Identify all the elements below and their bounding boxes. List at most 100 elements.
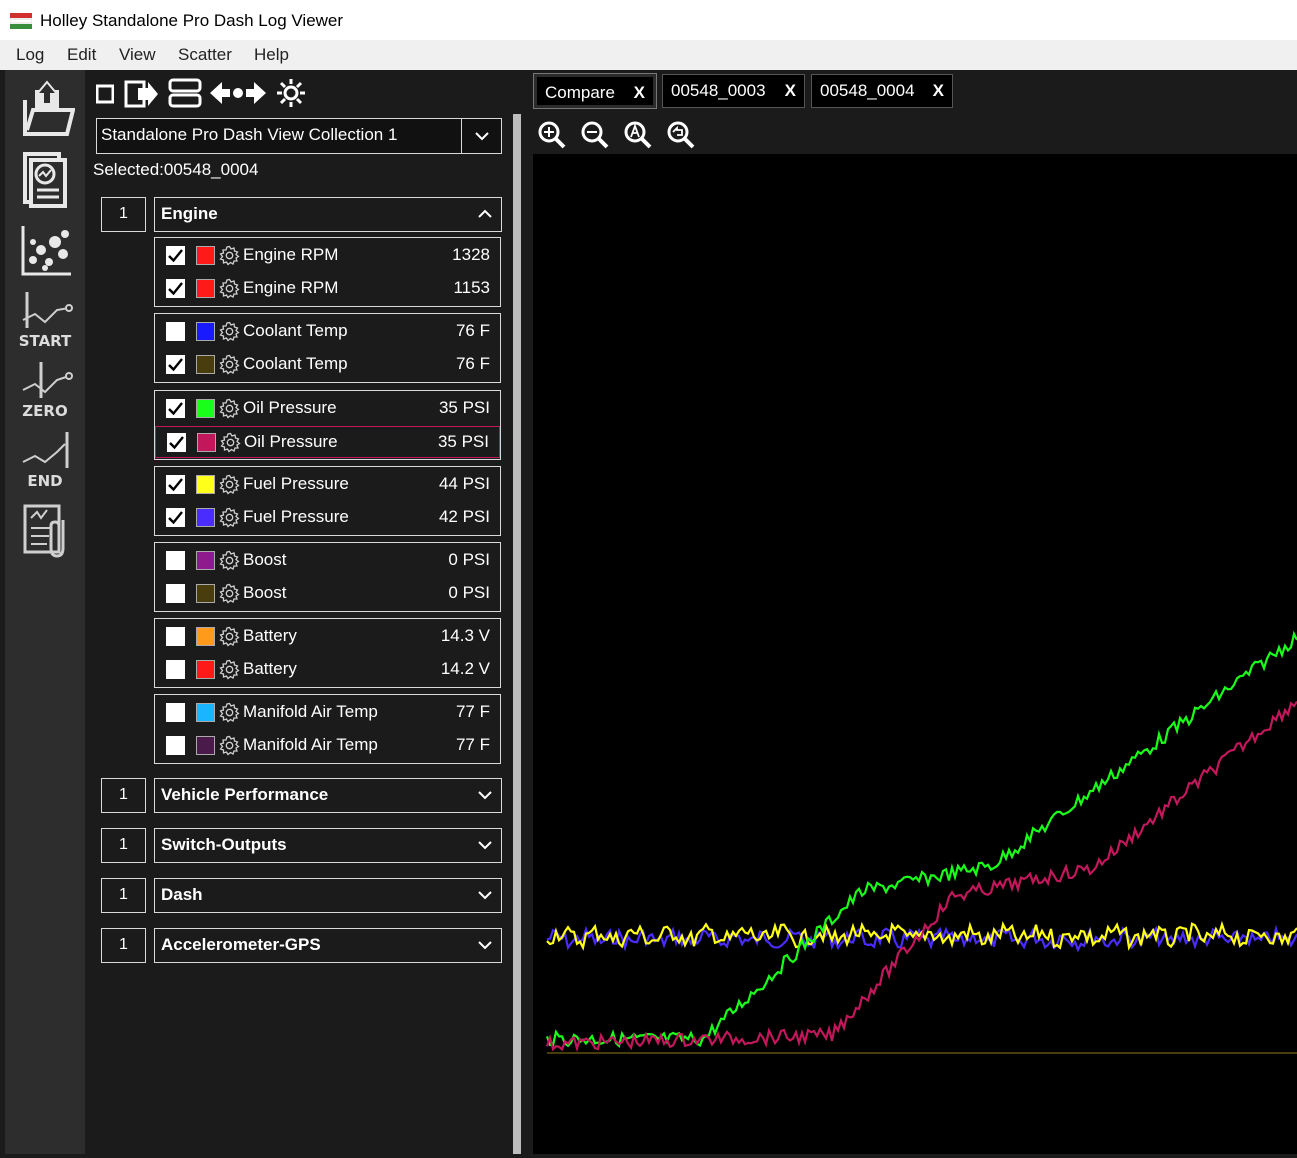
channel-settings-gear-icon[interactable] bbox=[219, 278, 240, 299]
start-label[interactable]: START bbox=[18, 332, 72, 350]
channel-color-swatch[interactable] bbox=[196, 703, 215, 722]
chevron-down-icon[interactable] bbox=[477, 789, 493, 801]
channel-checkbox[interactable] bbox=[166, 627, 185, 646]
channel-settings-gear-icon[interactable] bbox=[219, 507, 240, 528]
settings-gear-icon[interactable] bbox=[274, 78, 308, 108]
tab-00548-0004[interactable]: 00548_0004 X bbox=[811, 74, 953, 108]
chart-plot[interactable] bbox=[533, 154, 1297, 1154]
export-icon[interactable] bbox=[124, 78, 160, 108]
chevron-down-icon[interactable] bbox=[477, 839, 493, 851]
channel-checkbox[interactable] bbox=[166, 703, 185, 722]
channel-row-oil-pressure[interactable]: Oil Pressure 35 PSI bbox=[155, 426, 500, 458]
menu-help[interactable]: Help bbox=[254, 45, 289, 64]
channel-color-swatch[interactable] bbox=[196, 627, 215, 646]
channel-checkbox[interactable] bbox=[166, 246, 185, 265]
menu-scatter[interactable]: Scatter bbox=[178, 45, 232, 64]
channel-row-coolant-temp[interactable]: Coolant Temp 76 F bbox=[155, 316, 500, 348]
channel-checkbox[interactable] bbox=[167, 433, 186, 452]
group-header-switch-outputs[interactable]: Switch-Outputs bbox=[154, 828, 502, 863]
view-collection-dropdown-button[interactable] bbox=[461, 119, 501, 153]
report-attachment-icon[interactable] bbox=[19, 500, 75, 560]
channel-color-swatch[interactable] bbox=[196, 399, 215, 418]
channel-settings-gear-icon[interactable] bbox=[219, 321, 240, 342]
channel-checkbox[interactable] bbox=[166, 399, 185, 418]
channel-checkbox[interactable] bbox=[166, 355, 185, 374]
tab-close-button[interactable]: X bbox=[633, 83, 645, 102]
channel-row-boost[interactable]: Boost 0 PSI bbox=[155, 578, 500, 610]
zoom-auto-icon[interactable] bbox=[623, 120, 653, 150]
channel-row-engine-rpm[interactable]: Engine RPM 1328 bbox=[155, 240, 500, 272]
channel-row-fuel-pressure[interactable]: Fuel Pressure 44 PSI bbox=[155, 469, 500, 501]
tab-00548-0003[interactable]: 00548_0003 X bbox=[662, 74, 805, 108]
start-marker-icon[interactable] bbox=[19, 290, 75, 330]
channel-row-engine-rpm[interactable]: Engine RPM 1153 bbox=[155, 273, 500, 305]
channel-checkbox[interactable] bbox=[166, 584, 185, 603]
channel-settings-gear-icon[interactable] bbox=[219, 398, 240, 419]
chevron-down-icon[interactable] bbox=[477, 939, 493, 951]
channel-checkbox[interactable] bbox=[166, 475, 185, 494]
menu-log[interactable]: Log bbox=[16, 45, 45, 64]
navigate-arrows-icon[interactable] bbox=[208, 78, 268, 108]
view-log-icon[interactable] bbox=[19, 150, 75, 210]
channel-row-battery[interactable]: Battery 14.3 V bbox=[155, 621, 500, 653]
channel-settings-gear-icon[interactable] bbox=[219, 626, 240, 647]
channel-color-swatch[interactable] bbox=[196, 322, 215, 341]
channel-settings-gear-icon[interactable] bbox=[219, 583, 240, 604]
chevron-down-icon[interactable] bbox=[477, 889, 493, 901]
channel-row-manifold-air-temp[interactable]: Manifold Air Temp 77 F bbox=[155, 730, 500, 762]
channel-color-swatch[interactable] bbox=[196, 508, 215, 527]
channel-settings-gear-icon[interactable] bbox=[219, 245, 240, 266]
channel-settings-gear-icon[interactable] bbox=[219, 354, 240, 375]
scatter-plot-icon[interactable] bbox=[19, 220, 75, 280]
channel-color-swatch[interactable] bbox=[196, 584, 215, 603]
channel-color-swatch[interactable] bbox=[196, 355, 215, 374]
log-chart-area[interactable] bbox=[533, 154, 1297, 1154]
channel-checkbox[interactable] bbox=[166, 322, 185, 341]
channel-row-coolant-temp[interactable]: Coolant Temp 76 F bbox=[155, 349, 500, 381]
channel-color-swatch[interactable] bbox=[196, 246, 215, 265]
tab-close-button[interactable]: X bbox=[784, 81, 796, 100]
group-header-dash[interactable]: Dash bbox=[154, 878, 502, 913]
open-log-icon[interactable] bbox=[19, 80, 75, 140]
tab-compare[interactable]: Compare X bbox=[533, 73, 657, 109]
channel-checkbox[interactable] bbox=[166, 736, 185, 755]
channel-settings-gear-icon[interactable] bbox=[219, 659, 240, 680]
group-header-accelerometer-gps[interactable]: Accelerometer-GPS bbox=[154, 928, 502, 963]
zero-label[interactable]: ZERO bbox=[22, 402, 68, 420]
channel-row-battery[interactable]: Battery 14.2 V bbox=[155, 654, 500, 686]
zoom-in-icon[interactable] bbox=[537, 120, 567, 150]
channel-settings-gear-icon[interactable] bbox=[220, 432, 241, 453]
channel-color-swatch[interactable] bbox=[196, 279, 215, 298]
channel-settings-gear-icon[interactable] bbox=[219, 735, 240, 756]
end-label[interactable]: END bbox=[27, 472, 63, 490]
channel-color-swatch[interactable] bbox=[197, 433, 216, 452]
channel-checkbox[interactable] bbox=[166, 551, 185, 570]
channel-settings-gear-icon[interactable] bbox=[219, 550, 240, 571]
zoom-reset-icon[interactable] bbox=[666, 120, 696, 150]
channel-color-swatch[interactable] bbox=[196, 736, 215, 755]
group-header-vehicle-performance[interactable]: Vehicle Performance bbox=[154, 778, 502, 813]
group-header-engine[interactable]: Engine bbox=[154, 197, 502, 232]
channel-settings-gear-icon[interactable] bbox=[219, 474, 240, 495]
view-collection-select[interactable]: Standalone Pro Dash View Collection 1 bbox=[96, 118, 502, 154]
channel-row-fuel-pressure[interactable]: Fuel Pressure 42 PSI bbox=[155, 502, 500, 534]
channel-color-swatch[interactable] bbox=[196, 475, 215, 494]
panel-splitter[interactable] bbox=[513, 114, 521, 1154]
channel-color-swatch[interactable] bbox=[196, 551, 215, 570]
split-view-icon[interactable] bbox=[168, 78, 202, 108]
zero-marker-icon[interactable] bbox=[19, 360, 75, 400]
tab-close-button[interactable]: X bbox=[932, 81, 944, 100]
end-marker-icon[interactable] bbox=[19, 430, 75, 470]
menu-view[interactable]: View bbox=[119, 45, 156, 64]
menu-edit[interactable]: Edit bbox=[67, 45, 97, 64]
zoom-out-icon[interactable] bbox=[580, 120, 610, 150]
chevron-up-icon[interactable] bbox=[477, 208, 493, 220]
channel-checkbox[interactable] bbox=[166, 660, 185, 679]
channel-settings-gear-icon[interactable] bbox=[219, 702, 240, 723]
channel-color-swatch[interactable] bbox=[196, 660, 215, 679]
channel-row-manifold-air-temp[interactable]: Manifold Air Temp 77 F bbox=[155, 697, 500, 729]
select-none-icon[interactable] bbox=[96, 78, 114, 108]
channel-row-boost[interactable]: Boost 0 PSI bbox=[155, 545, 500, 577]
channel-row-oil-pressure[interactable]: Oil Pressure 35 PSI bbox=[155, 393, 500, 425]
channel-checkbox[interactable] bbox=[166, 279, 185, 298]
